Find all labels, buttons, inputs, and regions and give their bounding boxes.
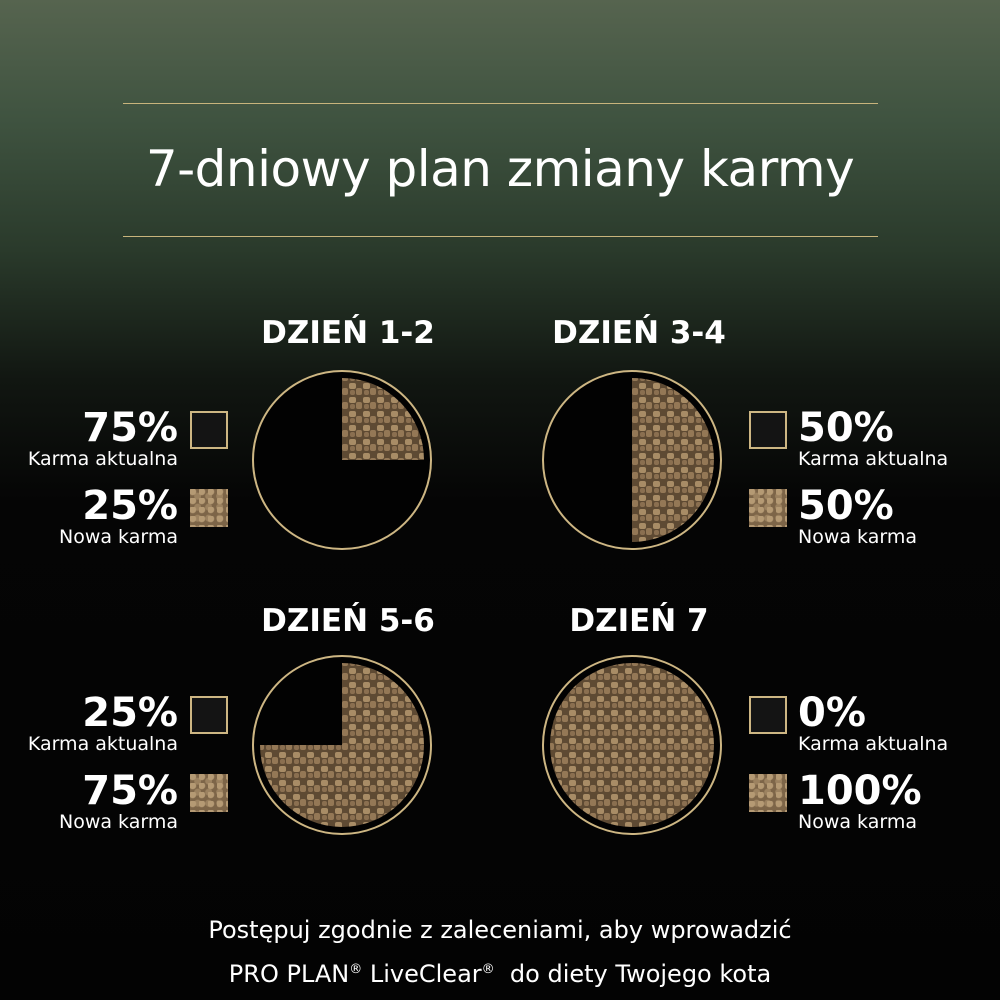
new-food-swatch: [749, 774, 787, 812]
legend-current: 50% Karma aktualna: [798, 408, 1000, 470]
new-label: Nowa karma: [798, 526, 918, 548]
page-title: 7-dniowy plan zmiany karmy: [145, 140, 855, 198]
new-food-swatch: [749, 489, 787, 527]
legend-current: 25% Karma aktualna: [0, 693, 178, 755]
footer-text: Postępuj zgodnie z zaleceniami, aby wpro…: [0, 910, 1000, 994]
day-heading: DZIEŃ 7: [569, 603, 709, 639]
brand-liveclear: LiveClear: [369, 960, 482, 988]
top-divider: [123, 103, 878, 104]
day-heading: DZIEŃ 3-4: [552, 315, 726, 351]
current-label: Karma aktualna: [27, 448, 178, 470]
current-food-swatch: [190, 411, 228, 449]
pie-day-7: [542, 655, 722, 835]
current-pct: 25%: [82, 690, 178, 736]
day-heading: DZIEŃ 1-2: [261, 315, 435, 351]
registered-mark: ®: [481, 962, 495, 977]
current-pct: 75%: [82, 405, 178, 451]
new-label: Nowa karma: [58, 811, 178, 833]
current-pct: 50%: [798, 405, 894, 451]
new-food-wedge: [260, 663, 424, 827]
current-food-swatch: [749, 696, 787, 734]
legend-current: 0% Karma aktualna: [798, 693, 1000, 755]
new-food-swatch: [190, 489, 228, 527]
current-food-swatch: [190, 696, 228, 734]
bottom-divider: [123, 236, 878, 237]
new-pct: 100%: [798, 768, 922, 814]
pie-day-5-6: [252, 655, 432, 835]
brand-pro-plan: PRO PLAN: [228, 960, 350, 988]
legend-new: 100% Nowa karma: [798, 771, 1000, 833]
new-food-wedge: [632, 378, 714, 542]
pie-day-1-2: [252, 370, 432, 550]
current-food-swatch: [749, 411, 787, 449]
footer-line-2-end: do diety Twojego kota: [509, 960, 772, 988]
registered-mark: ®: [349, 962, 363, 977]
current-label: Karma aktualna: [798, 733, 949, 755]
new-label: Nowa karma: [58, 526, 178, 548]
new-label: Nowa karma: [798, 811, 918, 833]
footer-line-1: Postępuj zgodnie z zaleceniami, aby wpro…: [208, 916, 792, 944]
legend-current: 75% Karma aktualna: [0, 408, 178, 470]
current-label: Karma aktualna: [27, 733, 178, 755]
legend-new: 75% Nowa karma: [0, 771, 178, 833]
new-food-wedge: [342, 378, 424, 460]
new-food-swatch: [190, 774, 228, 812]
legend-new: 25% Nowa karma: [0, 486, 178, 548]
new-food-wedge: [550, 663, 714, 827]
current-label: Karma aktualna: [798, 448, 949, 470]
new-pct: 50%: [798, 483, 894, 529]
new-pct: 75%: [82, 768, 178, 814]
pie-day-3-4: [542, 370, 722, 550]
legend-new: 50% Nowa karma: [798, 486, 1000, 548]
day-heading: DZIEŃ 5-6: [261, 603, 435, 639]
new-pct: 25%: [82, 483, 178, 529]
current-pct: 0%: [798, 690, 866, 736]
footer-line-2: PRO PLAN® LiveClear® do diety Twojego ko…: [0, 950, 1000, 994]
